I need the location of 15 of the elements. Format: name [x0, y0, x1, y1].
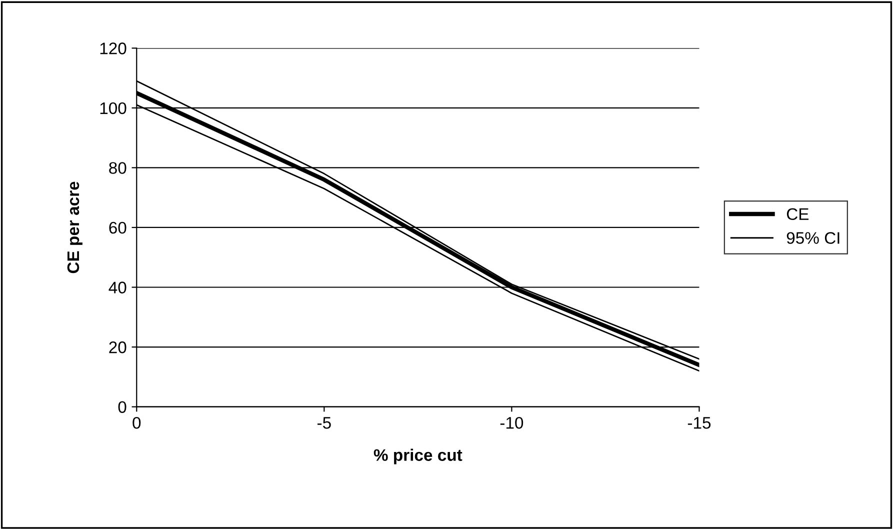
x-tick-label: -15 — [688, 417, 711, 429]
x-tick-label: 0 — [132, 416, 141, 429]
y-tick-label: 0 — [118, 401, 126, 414]
y-tick-label: 80 — [109, 162, 126, 174]
legend-label: 95% CI — [786, 232, 840, 244]
y-tick-label: 100 — [100, 102, 126, 114]
x-tick-label: -10 — [500, 416, 524, 429]
y-tick-label: 20 — [109, 341, 126, 354]
y-tick-label: 60 — [109, 222, 126, 234]
y-tick-label: 120 — [100, 42, 126, 54]
legend-label: CE — [786, 208, 809, 220]
y-axis-title: CE per acre — [67, 182, 82, 274]
y-tick-label: 40 — [108, 282, 126, 294]
x-axis-title: % price cut — [374, 448, 462, 464]
x-tick-label: -5 — [317, 417, 331, 429]
